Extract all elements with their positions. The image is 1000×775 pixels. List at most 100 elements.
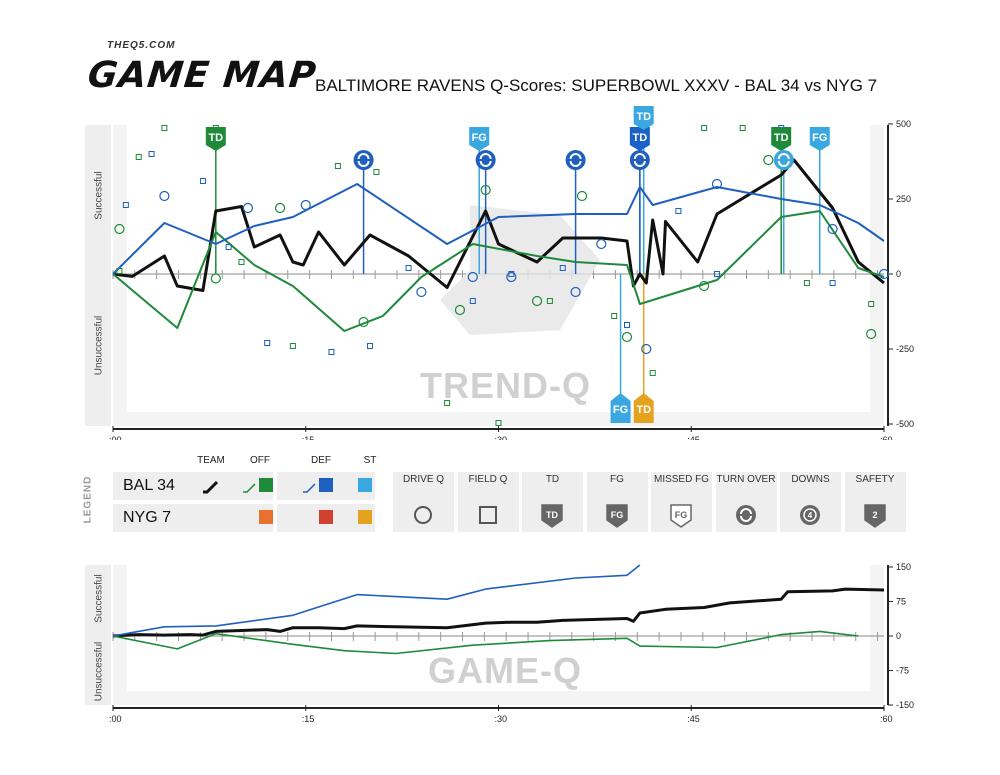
bottom-xtick-label: :60 (880, 714, 893, 724)
top-xtick-label: :60 (880, 435, 893, 440)
trend-q-watermark: TREND-Q (420, 365, 591, 406)
bottom-xtick-label: :30 (495, 714, 508, 724)
drive-q-point (531, 295, 543, 307)
td-marker-label: TD (636, 404, 651, 416)
legend-symbol-label: DOWNS (791, 474, 830, 485)
fg-marker-label: FG (812, 132, 827, 144)
fg-shield-icon: FG (605, 504, 628, 528)
legend-symbol-label: FG (610, 474, 624, 485)
td-marker (771, 127, 792, 151)
legend-title: LEGEND (82, 475, 94, 524)
legend-team-bal: BAL 34 (123, 477, 175, 494)
legend-col-team: TEAM (197, 455, 225, 466)
opp-off-swatch (259, 510, 273, 524)
top-ytick-label: -500 (896, 419, 914, 429)
legend-symbol-label: TURN OVER (716, 474, 776, 485)
legend-swatches (203, 478, 372, 524)
svg-text:FG: FG (610, 510, 623, 520)
svg-text:2: 2 (872, 510, 877, 520)
legend-symbol-square: FIELD Q (457, 472, 519, 532)
drive-q-point (210, 273, 221, 284)
team-line-icon (203, 480, 219, 494)
top-ytick-label: 500 (896, 119, 911, 129)
legend-symbol-turnover: TURN OVER (715, 472, 777, 532)
legend-symbol-label: DRIVE Q (402, 474, 445, 485)
legend-symbol-label: FIELD Q (468, 474, 508, 485)
field-q-point (116, 268, 123, 274)
td-marker-label: TD (208, 132, 223, 144)
turnover-arrows (569, 153, 582, 167)
game-q-off-line (112, 630, 859, 655)
legend-symbol-safety: SAFETY 2 (844, 472, 906, 532)
field-q-point (649, 370, 656, 376)
bottom-ytick-label: -150 (896, 700, 914, 710)
field-q-point (367, 343, 373, 349)
drive-q-point (480, 184, 491, 196)
field-q-point (405, 265, 412, 271)
fg-marker (469, 127, 490, 151)
td-marker-label: TD (633, 132, 648, 144)
legend-symbol-circle: DRIVE Q (393, 472, 454, 532)
def-swatch (319, 478, 333, 492)
opp-st-swatch (358, 510, 372, 524)
bottom-xtick-label: :15 (302, 714, 315, 724)
fg-marker-label: FG (472, 132, 487, 144)
turnover-marker (565, 150, 586, 170)
legend-row-bal (113, 472, 273, 500)
drive-q-point (454, 304, 466, 316)
field-q-point (469, 298, 476, 304)
drive-q-point (358, 316, 369, 328)
series-team-line (112, 158, 885, 292)
turnover-marker (773, 150, 794, 170)
opp-def-swatch (319, 510, 333, 524)
page-title: BALTIMORE RAVENS Q-Scores: SUPERBOWL XXX… (315, 76, 878, 95)
top-xtick-label: :15 (302, 435, 315, 440)
field-q-point (868, 301, 875, 307)
top-xtick-label: :45 (687, 435, 700, 440)
top-label-band (85, 125, 111, 426)
td-marker (205, 127, 226, 151)
field-q-point (803, 280, 810, 286)
drive-q-point (621, 331, 633, 343)
td-marker (633, 106, 654, 130)
field-q-point (611, 313, 618, 319)
drive-q-point (698, 280, 710, 292)
field-q-point (264, 340, 271, 346)
fg-marker (809, 127, 830, 151)
bottom-unsuccessful-label: Unsuccessful (93, 641, 105, 702)
field-q-point (739, 125, 746, 131)
drive-q-point (576, 190, 588, 202)
legend-col-def: DEF (311, 455, 331, 466)
series-off-line (112, 210, 885, 332)
legend-row-nyg (113, 504, 273, 532)
bottom-panel-inner (127, 565, 870, 691)
field-q-point (546, 298, 553, 304)
field-q-point (161, 125, 168, 131)
turnover-arrows (777, 153, 790, 167)
field-q-point (495, 420, 502, 426)
legend-symbol-downs: DOWNS 4 (780, 472, 841, 532)
field-q-point (199, 178, 206, 184)
top-unsuccessful-label: Unsuccessful (93, 315, 105, 376)
bottom-successful-label: Successful (93, 574, 105, 623)
legend-col-st: ST (363, 455, 377, 466)
field-q-point (624, 322, 630, 328)
turnover-arrows (633, 153, 646, 167)
field-q-point (225, 244, 232, 250)
field-q-point (675, 208, 682, 214)
top-ytick-label: -250 (896, 344, 914, 354)
field-q-point (148, 151, 155, 157)
trend-q-chart: 500 250 0 -250 -500:00:15:30:45:60 TD FG TD TD TD… (85, 106, 914, 440)
drive-q-point (274, 202, 286, 214)
trend-q-logo-shape (440, 205, 600, 335)
legend-symbol-label: MISSED FG (653, 474, 709, 485)
turnover-marker (353, 150, 374, 170)
drive-q-point (866, 328, 877, 340)
bottom-ytick-label: 150 (896, 562, 911, 572)
td-marker-label: TD (774, 132, 789, 144)
td-shield-icon: TD (541, 504, 563, 528)
legend-symbol-td-shield: TD TD (522, 472, 583, 532)
drive-q-point (641, 343, 652, 355)
turnover-arrows (479, 153, 492, 167)
field-q-point (328, 349, 335, 355)
